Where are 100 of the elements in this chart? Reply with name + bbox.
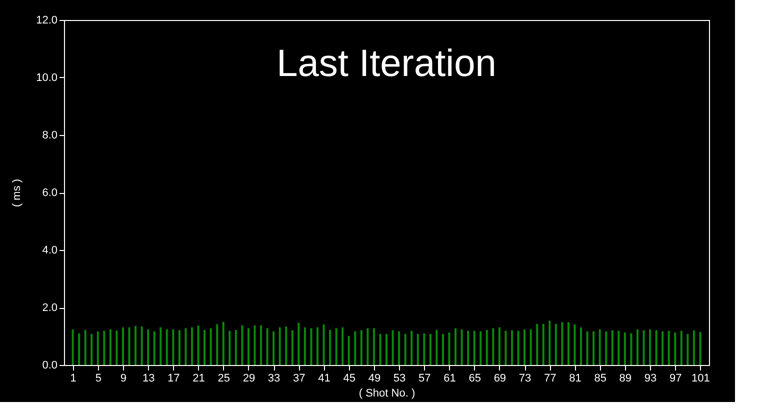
bar	[636, 329, 638, 365]
bar	[90, 334, 93, 365]
bar	[674, 332, 676, 365]
y-tick-label: 6.0	[42, 187, 58, 199]
bar	[298, 322, 300, 365]
bar	[78, 333, 80, 365]
bar	[699, 332, 702, 365]
bar	[580, 327, 582, 365]
bar	[84, 330, 86, 365]
bar	[460, 329, 463, 365]
bar	[542, 324, 544, 365]
bar	[467, 330, 470, 365]
x-tick-label: 13	[142, 372, 155, 384]
bar	[291, 330, 294, 365]
x-tick-label: 9	[120, 372, 127, 384]
bar	[530, 329, 532, 365]
bar	[517, 330, 520, 365]
bar	[510, 330, 513, 365]
bar	[190, 327, 193, 365]
bar	[184, 328, 187, 365]
bar	[316, 327, 318, 365]
x-tick-label: 5	[95, 372, 102, 384]
y-tick-label: 10.0	[36, 72, 58, 84]
bar	[655, 330, 658, 365]
bar	[492, 328, 494, 365]
bar	[348, 336, 350, 365]
x-tick-label: 65	[468, 372, 481, 384]
x-tick-label: 61	[444, 372, 456, 384]
bar	[642, 330, 645, 365]
bar	[561, 322, 564, 365]
x-tick-label: 73	[518, 372, 532, 384]
bar	[574, 324, 576, 365]
bar	[423, 333, 426, 365]
bar	[140, 326, 143, 365]
x-tick-label: 1	[70, 372, 76, 384]
bar	[524, 329, 526, 365]
x-tick-label: 77	[544, 372, 556, 384]
x-tick-label: 29	[242, 372, 256, 384]
bar	[692, 330, 695, 365]
bar	[329, 330, 332, 365]
bar	[172, 329, 174, 365]
x-tick-label: 17	[168, 372, 180, 384]
bar	[611, 330, 614, 365]
bar	[442, 334, 444, 365]
bar	[278, 327, 281, 365]
bar	[260, 325, 262, 365]
y-tick-label: 2.0	[42, 302, 58, 314]
bar	[204, 330, 206, 365]
x-tick-label: 57	[418, 372, 431, 384]
bar	[548, 320, 551, 365]
bar	[668, 330, 670, 365]
bar	[448, 332, 450, 365]
bar	[322, 324, 325, 365]
bar	[605, 331, 608, 365]
y-axis-title: ( ms )	[11, 178, 24, 208]
bar	[586, 331, 588, 365]
bar	[272, 331, 275, 365]
bar	[454, 328, 457, 365]
bar	[96, 331, 99, 365]
y-tick-label: 4.0	[42, 244, 58, 256]
bar	[686, 334, 689, 365]
bar	[429, 334, 432, 365]
bar	[109, 329, 112, 365]
x-tick-label: 85	[594, 372, 606, 384]
bar	[128, 327, 130, 365]
y-tick-label: 12.0	[36, 14, 58, 26]
bar	[304, 327, 306, 365]
bar	[392, 330, 394, 365]
bar	[222, 322, 224, 365]
bar	[103, 330, 106, 365]
bar	[241, 325, 244, 365]
bar	[486, 330, 488, 365]
x-tick-label: 21	[192, 372, 205, 384]
bar	[153, 331, 156, 365]
bar	[618, 330, 620, 365]
bar	[310, 328, 312, 365]
bar	[254, 325, 256, 365]
bar	[680, 330, 682, 365]
bar	[360, 330, 362, 365]
x-tick-label: 53	[393, 372, 406, 384]
x-tick-label: 69	[494, 372, 506, 384]
y-tick-label: 8.0	[42, 130, 58, 142]
x-tick-label: 37	[293, 372, 306, 384]
bar	[404, 334, 406, 365]
bar	[178, 330, 180, 365]
bar	[210, 328, 212, 365]
bar	[379, 334, 382, 365]
bar	[134, 326, 137, 365]
bar	[366, 328, 369, 365]
bar	[592, 331, 595, 365]
bar	[504, 330, 507, 365]
bar	[354, 331, 356, 365]
bar	[662, 331, 664, 365]
bar	[160, 327, 162, 365]
bar	[285, 326, 288, 365]
x-tick-label: 33	[268, 372, 280, 384]
bar	[72, 329, 74, 365]
bar	[228, 330, 231, 365]
bar	[342, 327, 344, 365]
bar	[147, 329, 150, 365]
